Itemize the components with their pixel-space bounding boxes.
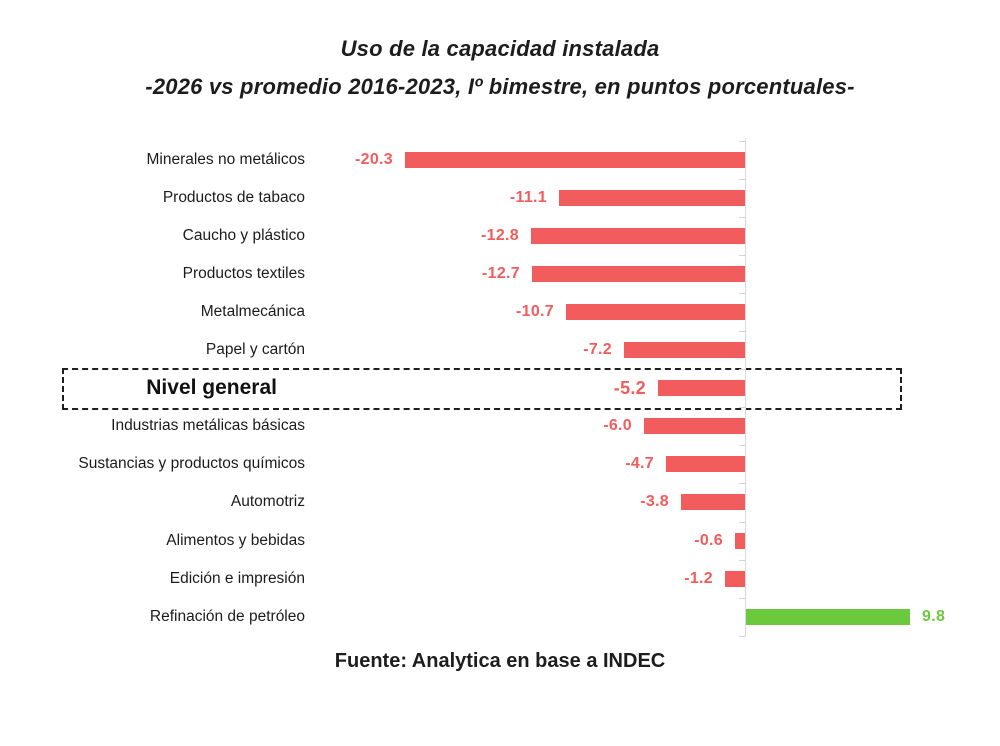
category-label: Refinación de petróleo: [149, 608, 305, 625]
value-label: -0.6: [694, 532, 723, 549]
negative-bar-6: [658, 380, 745, 396]
category-label: Sustancias y productos químicos: [78, 455, 305, 472]
negative-bar-7: [644, 418, 745, 434]
negative-bar-10: [735, 533, 745, 549]
axis-tick: [739, 407, 745, 408]
negative-bar-3: [532, 266, 745, 282]
value-label: -1.2: [684, 570, 713, 587]
axis-tick: [739, 636, 745, 637]
category-label: Caucho y plástico: [182, 227, 305, 244]
axis-tick: [739, 255, 745, 256]
value-label: -7.2: [583, 341, 612, 358]
value-label: -12.8: [481, 227, 519, 244]
category-label: Automotriz: [230, 493, 305, 510]
value-label: -20.3: [355, 151, 393, 168]
axis-tick: [739, 522, 745, 523]
category-label: Productos de tabaco: [162, 189, 305, 206]
category-label: Minerales no metálicos: [146, 151, 305, 168]
category-label: Metalmecánica: [200, 303, 305, 320]
negative-bar-5: [624, 342, 745, 358]
negative-bar-4: [566, 304, 745, 320]
baseline-axis: [745, 138, 746, 637]
axis-tick: [739, 217, 745, 218]
category-label-nivel-general: Nivel general: [146, 376, 277, 399]
negative-bar-1: [559, 190, 745, 206]
value-label: -12.7: [482, 265, 520, 282]
negative-bar-2: [531, 228, 745, 244]
value-label: -6.0: [603, 417, 632, 434]
axis-tick: [739, 445, 745, 446]
negative-bar-9: [681, 494, 745, 510]
nivel-general-highlight-box: [62, 368, 902, 410]
category-label: Industrias metálicas básicas: [111, 417, 305, 434]
axis-tick: [739, 369, 745, 370]
negative-bar-11: [725, 571, 745, 587]
value-label: 9.8: [922, 608, 946, 625]
value-label: -3.8: [640, 493, 669, 510]
category-label: Edición e impresión: [169, 570, 305, 587]
axis-tick: [739, 331, 745, 332]
negative-bar-0: [405, 152, 745, 168]
axis-tick: [739, 141, 745, 142]
axis-tick: [739, 179, 745, 180]
value-label: -5.2: [613, 378, 646, 398]
category-label: Papel y cartón: [205, 341, 305, 358]
positive-bar-12: [746, 609, 910, 625]
axis-tick: [739, 483, 745, 484]
value-label: -10.7: [516, 303, 554, 320]
axis-tick: [739, 560, 745, 561]
category-label: Productos textiles: [182, 265, 305, 282]
category-label: Alimentos y bebidas: [166, 532, 305, 549]
chart-subtitle: -2026 vs promedio 2016-2023, Iº bimestre…: [145, 74, 855, 99]
chart-title: Uso de la capacidad instalada: [340, 36, 660, 61]
axis-tick: [739, 293, 745, 294]
axis-tick: [739, 598, 745, 599]
source-note: Fuente: Analytica en base a INDEC: [334, 650, 666, 672]
value-label: -4.7: [625, 455, 654, 472]
negative-bar-8: [666, 456, 745, 472]
value-label: -11.1: [509, 189, 547, 206]
